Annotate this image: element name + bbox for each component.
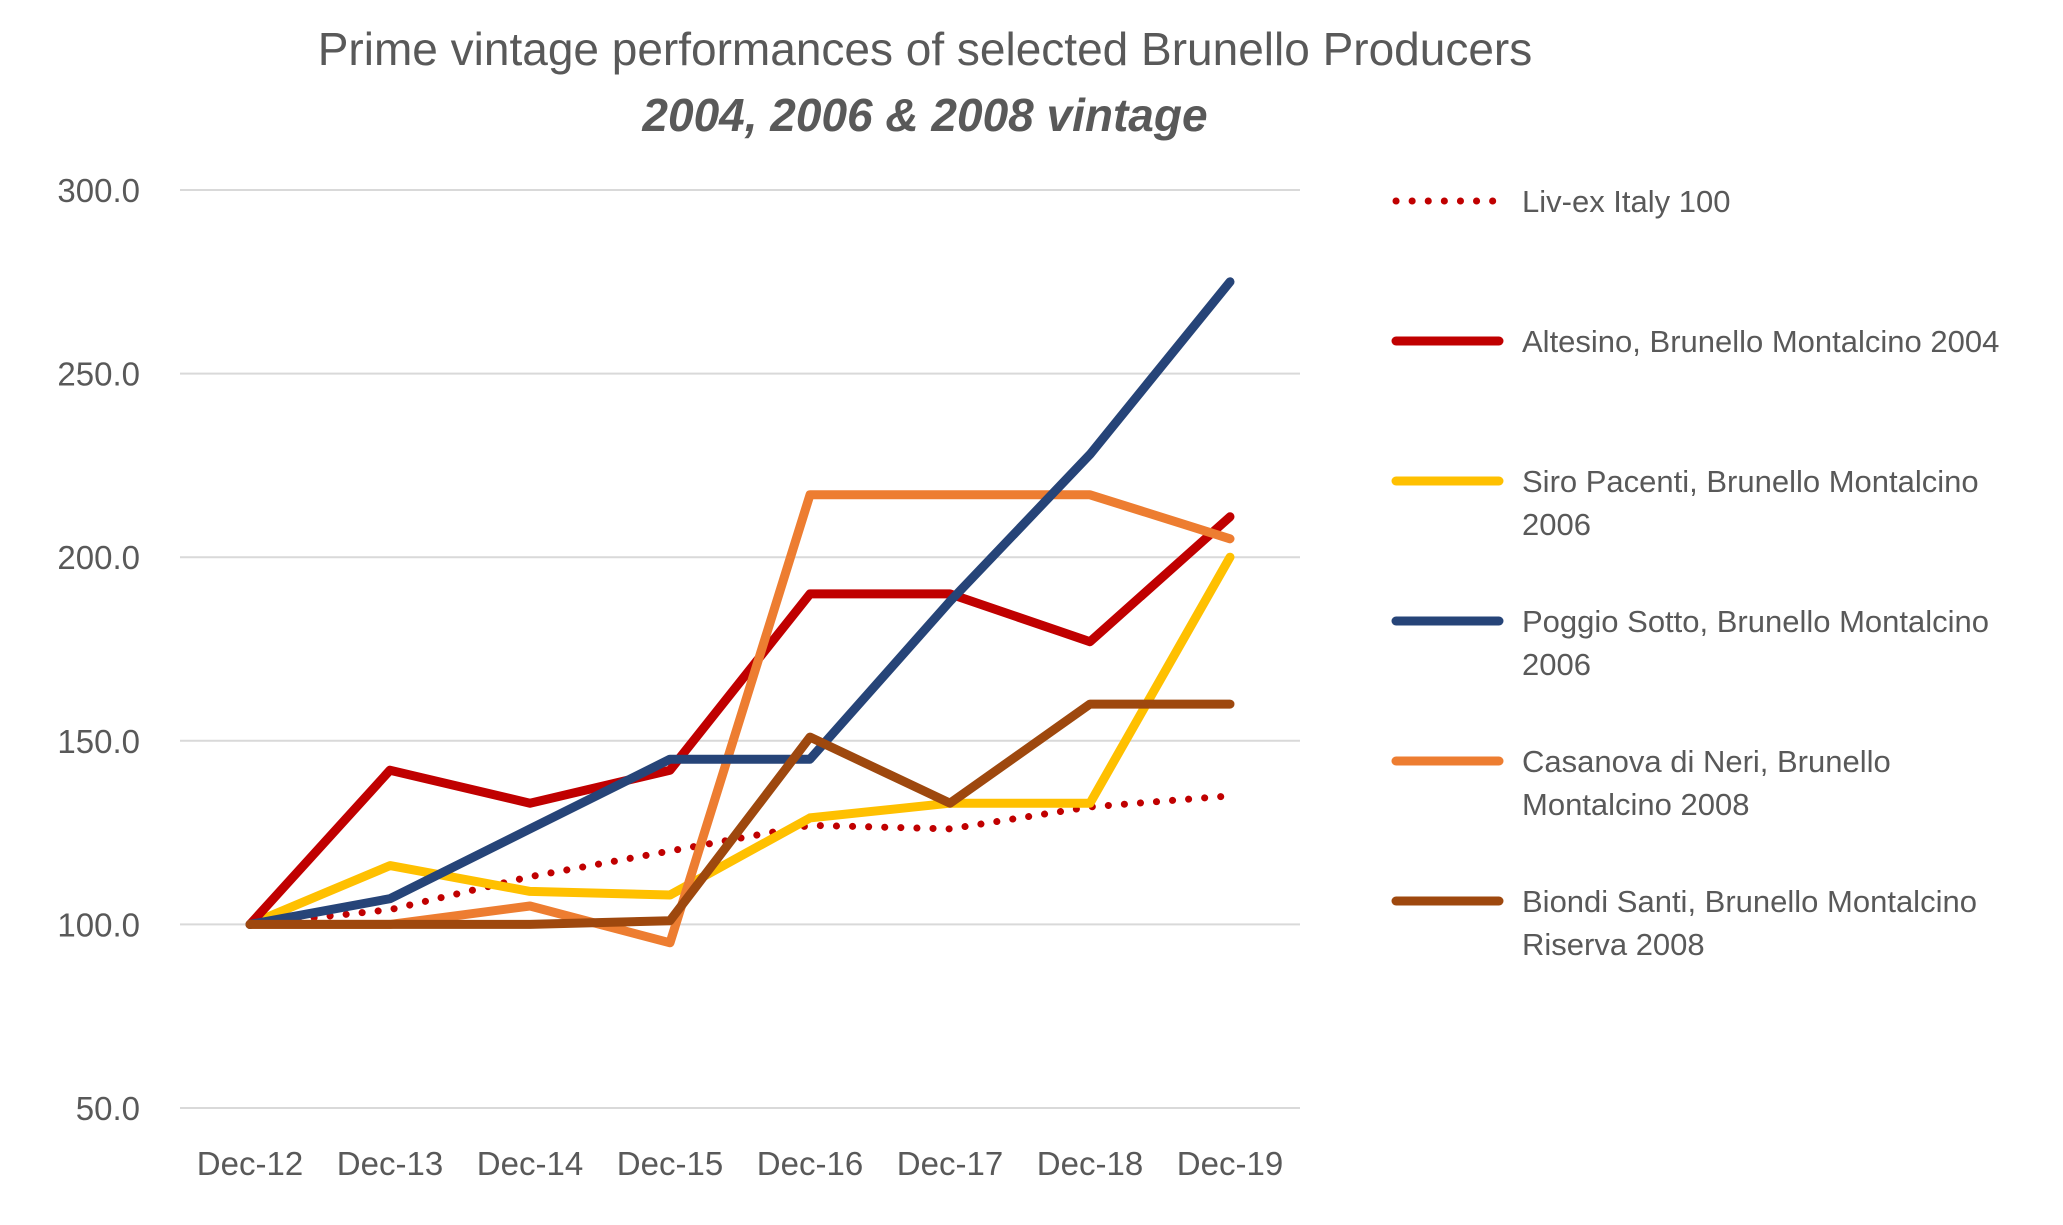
legend-label: Siro Pacenti, Brunello Montalcino 2006 xyxy=(1522,464,1979,542)
series-line-2 xyxy=(245,512,1235,929)
x-tick-label: Dec-16 xyxy=(757,1145,863,1182)
y-axis-tick-labels: 300.0 250.0 200.0 150.0 100.0 50.0 xyxy=(57,172,140,1127)
legend-swatch xyxy=(1391,616,1504,626)
series-line-4 xyxy=(245,277,1235,929)
y-tick-label: 250.0 xyxy=(57,356,140,393)
y-tick-label: 150.0 xyxy=(57,723,140,760)
legend-swatch xyxy=(1391,896,1504,906)
legend-label: Liv-ex Italy 100 xyxy=(1522,184,1731,219)
legend-label: Poggio Sotto, Brunello Montalcino 2006 xyxy=(1522,604,1990,682)
y-tick-label: 100.0 xyxy=(57,906,140,943)
series-line-5 xyxy=(245,490,1235,948)
x-tick-label: Dec-12 xyxy=(197,1145,303,1182)
legend-label: Altesino, Brunello Montalcino 2004 xyxy=(1522,324,2000,359)
gridlines xyxy=(180,189,1300,1109)
x-tick-label: Dec-13 xyxy=(337,1145,443,1182)
x-tick-label: Dec-15 xyxy=(617,1145,723,1182)
legend-swatch xyxy=(1392,197,1503,205)
y-tick-label: 50.0 xyxy=(76,1090,140,1127)
x-tick-label: Dec-19 xyxy=(1177,1145,1283,1182)
x-tick-label: Dec-18 xyxy=(1037,1145,1143,1182)
legend-swatch xyxy=(1391,336,1504,346)
chart-title: Prime vintage performances of selected B… xyxy=(317,23,1533,75)
x-tick-label: Dec-17 xyxy=(897,1145,1003,1182)
legend-label: Biondi Santi, Brunello Montalcino Riserv… xyxy=(1522,884,1977,962)
y-tick-label: 200.0 xyxy=(57,539,140,576)
x-axis-tick-labels: Dec-12 Dec-13 Dec-14 Dec-15 Dec-16 Dec-17 Dec-… xyxy=(197,1145,1283,1182)
series-lines xyxy=(245,277,1235,948)
legend-swatch xyxy=(1391,756,1504,766)
legend-swatch xyxy=(1391,476,1504,486)
series-line-1 xyxy=(246,792,1234,928)
y-tick-label: 300.0 xyxy=(57,172,140,209)
chart-subtitle: 2004, 2006 & 2008 vintage xyxy=(642,89,1208,141)
series-line-6 xyxy=(245,699,1235,929)
series-line-3 xyxy=(245,552,1235,929)
x-tick-label: Dec-14 xyxy=(477,1145,583,1182)
legend-label: Casanova di Neri, Brunello Montalcino 20… xyxy=(1522,744,1891,822)
